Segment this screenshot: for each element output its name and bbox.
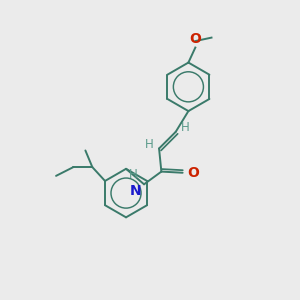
Text: N: N: [130, 184, 142, 198]
Text: H: H: [129, 168, 138, 181]
Text: H: H: [145, 138, 154, 151]
Text: H: H: [181, 121, 190, 134]
Text: O: O: [189, 32, 201, 46]
Text: O: O: [187, 166, 199, 180]
